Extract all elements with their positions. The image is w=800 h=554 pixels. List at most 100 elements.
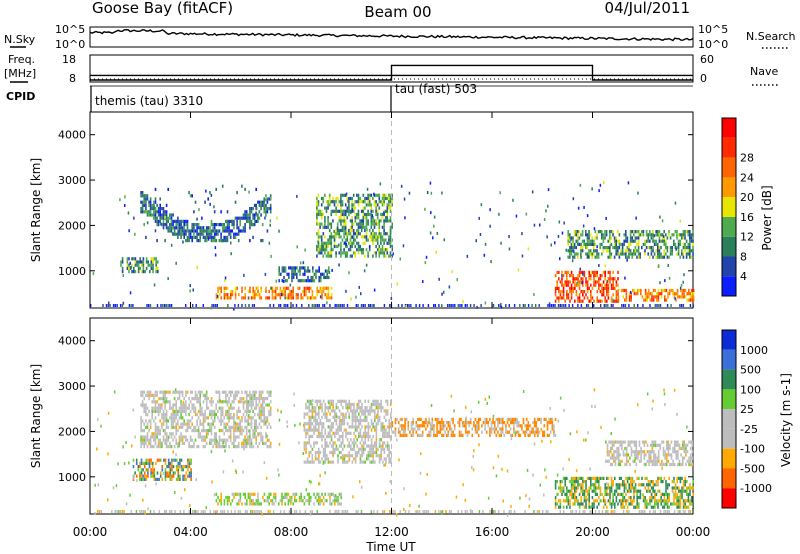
heatmap-cell bbox=[221, 223, 224, 227]
heatmap-cell bbox=[242, 445, 245, 449]
heatmap-cell bbox=[394, 421, 397, 425]
heatmap-cell bbox=[308, 406, 310, 410]
heatmap-cell bbox=[599, 274, 602, 278]
heatmap-cell bbox=[657, 476, 659, 480]
heatmap-cell bbox=[165, 432, 168, 436]
heatmap-cell bbox=[676, 499, 678, 503]
heatmap-cell bbox=[349, 219, 352, 223]
heatmap-cell bbox=[588, 476, 590, 480]
heatmap-cell bbox=[612, 286, 614, 290]
heatmap-cell bbox=[649, 483, 651, 487]
heatmap-cell bbox=[375, 222, 377, 226]
heatmap-cell bbox=[334, 447, 336, 451]
heatmap-cell bbox=[605, 233, 608, 237]
heatmap-cell bbox=[484, 421, 486, 425]
heatmap-cell bbox=[169, 474, 172, 478]
heatmap-cell bbox=[590, 476, 592, 480]
heatmap-cell bbox=[326, 444, 328, 448]
heatmap-cell bbox=[313, 460, 315, 464]
heatmap-cell bbox=[633, 489, 635, 493]
heatmap-cell bbox=[281, 499, 283, 503]
heatmap-cell bbox=[201, 226, 203, 230]
heatmap-cell bbox=[346, 304, 349, 307]
heatmap-cell bbox=[353, 438, 355, 442]
heatmap-cell bbox=[220, 495, 222, 500]
heatmap-cell bbox=[289, 293, 291, 297]
heatmap-cell bbox=[487, 421, 490, 425]
heatmap-cell bbox=[221, 409, 224, 413]
heatmap-cell bbox=[586, 492, 589, 496]
heatmap-cell bbox=[485, 417, 488, 421]
heatmap-cell bbox=[654, 295, 656, 299]
heatmap-cell bbox=[373, 203, 376, 207]
heatmap-cell bbox=[588, 486, 590, 490]
heatmap-cell bbox=[205, 229, 208, 233]
heatmap-cell bbox=[533, 433, 536, 437]
heatmap-cell bbox=[221, 400, 224, 404]
heatmap-cell bbox=[175, 413, 177, 417]
heatmap-cell bbox=[572, 277, 574, 281]
heatmap-cell bbox=[553, 430, 555, 434]
heatmap-cell bbox=[374, 415, 376, 419]
heatmap-cell bbox=[330, 286, 333, 290]
heatmap-cell bbox=[665, 242, 667, 246]
heatmap-cell bbox=[439, 427, 442, 431]
heatmap-cell bbox=[357, 304, 359, 307]
heatmap-cell bbox=[623, 480, 626, 484]
heatmap-cell bbox=[145, 257, 148, 261]
heatmap-cell bbox=[391, 238, 393, 242]
heatmap-cell bbox=[212, 235, 214, 239]
heatmap-cell bbox=[617, 249, 619, 253]
heatmap-cell bbox=[157, 438, 160, 442]
heatmap-cell bbox=[556, 283, 558, 287]
heatmap-cell bbox=[225, 438, 227, 442]
heatmap-cell bbox=[351, 203, 353, 207]
heatmap-cell bbox=[224, 276, 227, 280]
heatmap-cell bbox=[618, 252, 621, 256]
heatmap-cell bbox=[645, 230, 648, 234]
heatmap-cell bbox=[521, 424, 523, 428]
heatmap-cell bbox=[329, 450, 331, 455]
heatmap-cell bbox=[670, 502, 672, 506]
heatmap-cell bbox=[676, 230, 678, 234]
heatmap-cell bbox=[287, 286, 290, 290]
heatmap-cell bbox=[633, 230, 635, 234]
heatmap-cell bbox=[174, 471, 176, 475]
heatmap-cell bbox=[383, 222, 385, 226]
heatmap-cell bbox=[162, 419, 165, 423]
heatmap-cell bbox=[145, 207, 147, 211]
heatmap-cell bbox=[172, 406, 174, 410]
heatmap-cell bbox=[213, 413, 216, 417]
heatmap-cell bbox=[630, 486, 632, 490]
heatmap-cell bbox=[394, 430, 397, 434]
heatmap-cell bbox=[316, 206, 318, 210]
heatmap-cell bbox=[357, 216, 360, 220]
heatmap-cell bbox=[519, 304, 521, 307]
heatmap-cell bbox=[348, 399, 350, 403]
heatmap-cell bbox=[637, 239, 640, 243]
heatmap-cell bbox=[399, 430, 402, 434]
heatmap-cell bbox=[607, 304, 609, 307]
heatmap-cell bbox=[324, 225, 326, 229]
heatmap-cell bbox=[385, 412, 387, 416]
heatmap-cell bbox=[362, 441, 365, 445]
heatmap-cell bbox=[350, 444, 352, 448]
heatmap-cell bbox=[156, 432, 158, 436]
heatmap-cell bbox=[300, 293, 302, 297]
heatmap-cell bbox=[615, 296, 618, 300]
heatmap-cell bbox=[445, 421, 448, 425]
heatmap-cell bbox=[300, 279, 303, 283]
heatmap-cell bbox=[561, 277, 563, 281]
heatmap-cell bbox=[318, 422, 320, 426]
heatmap-cell bbox=[157, 223, 160, 227]
heatmap-cell bbox=[609, 502, 611, 506]
heatmap-cell bbox=[626, 480, 629, 484]
heatmap-cell bbox=[220, 445, 222, 449]
heatmap-cell bbox=[612, 270, 614, 274]
heatmap-cell bbox=[191, 445, 193, 449]
heatmap-cell bbox=[186, 419, 189, 423]
heatmap-cell bbox=[247, 393, 249, 397]
heatmap-cell bbox=[460, 430, 462, 434]
